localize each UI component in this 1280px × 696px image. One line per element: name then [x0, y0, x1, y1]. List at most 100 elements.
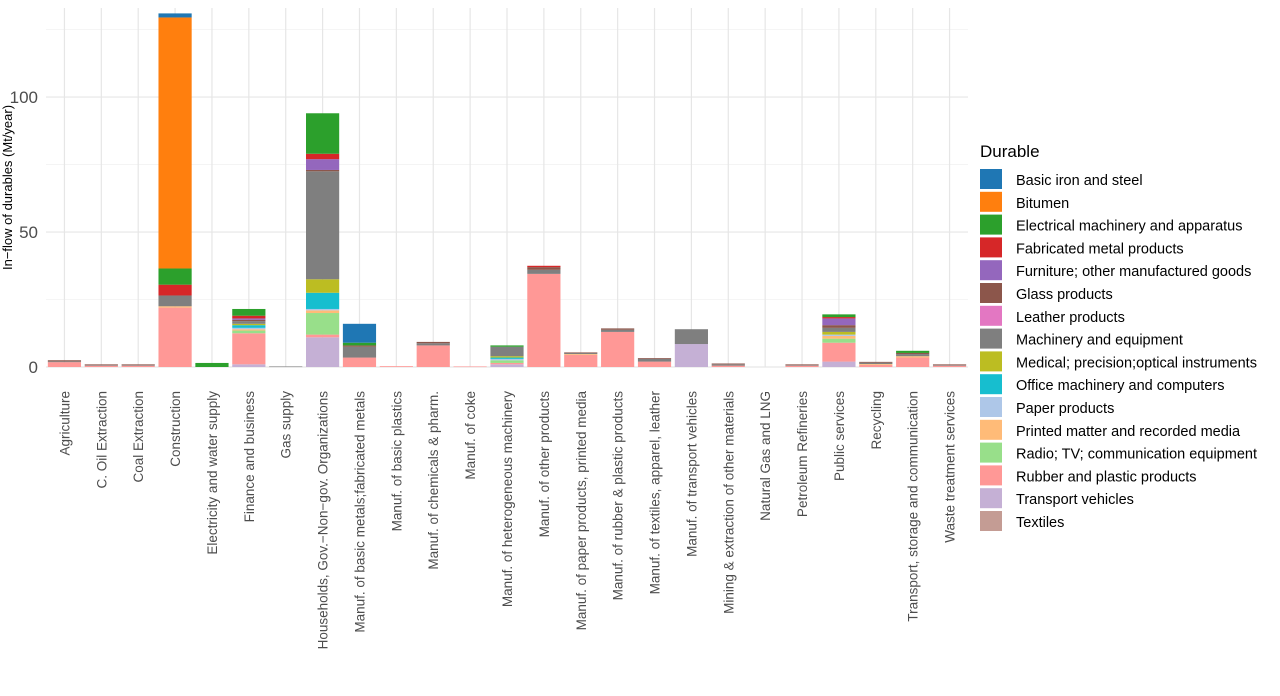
- legend-title: Durable: [980, 142, 1040, 161]
- legend-key: [980, 511, 1002, 531]
- bar-segment: [232, 319, 266, 322]
- bar-segment: [822, 327, 856, 332]
- y-tick-label: 0: [29, 358, 38, 377]
- bar-segment: [158, 295, 192, 307]
- bar-segment: [785, 364, 819, 365]
- legend-label: Medical; precision;optical instruments: [1016, 355, 1257, 371]
- legend-key: [980, 305, 1002, 326]
- legend-label: Radio; TV; communication equipment: [1016, 447, 1257, 463]
- bar-segment: [84, 364, 118, 366]
- legend-key: [980, 419, 1002, 440]
- bar-segment: [232, 333, 266, 365]
- x-tick-label: Manuf. of other products: [537, 391, 552, 538]
- bar-segment: [158, 17, 192, 269]
- bar-segment: [822, 335, 856, 339]
- legend-label: Textiles: [1016, 515, 1064, 531]
- bar-segment: [342, 342, 377, 346]
- x-axis-ticks: Agriculture C. Oil Extraction Coal Extract…: [57, 391, 957, 650]
- bar-segment: [232, 321, 266, 324]
- bar-segment: [490, 360, 524, 363]
- x-tick-label: Manuf. of heterogeneous machinery: [500, 391, 515, 607]
- x-tick-label: Finance and business: [242, 391, 257, 523]
- bar-segment: [306, 169, 340, 172]
- bar-segment: [232, 323, 266, 326]
- bar-segment: [822, 334, 856, 336]
- x-tick-label: Manuf. of rubber & plastic products: [611, 391, 626, 601]
- bar-segment: [859, 362, 893, 365]
- legend-label: Machinery and equipment: [1016, 333, 1183, 349]
- bar-segment: [564, 354, 598, 367]
- legend-key: [980, 214, 1002, 235]
- bar-segment: [342, 323, 377, 343]
- x-tick-label: Coal Extraction: [131, 391, 146, 483]
- bar-segment: [932, 364, 967, 366]
- legend-label: Printed matter and recorded media: [1016, 424, 1241, 440]
- bar-segment: [121, 364, 155, 366]
- x-tick-label: Manuf. of coke: [463, 391, 478, 480]
- bar-segment: [859, 364, 893, 367]
- x-tick-label: Mining & extraction of other materials: [721, 391, 736, 614]
- bar-segment: [822, 318, 856, 326]
- bar-segment: [896, 352, 930, 355]
- bar-segment: [490, 356, 524, 358]
- bar-segment: [158, 284, 192, 296]
- bar-segment: [342, 357, 377, 367]
- bar-segment: [47, 360, 82, 362]
- legend-key: [980, 488, 1002, 509]
- bar-segment: [637, 358, 672, 362]
- legend-label: Paper products: [1016, 401, 1114, 417]
- bar-segment: [306, 313, 340, 335]
- bar-segment: [232, 364, 266, 367]
- bar-segment: [527, 269, 561, 274]
- bar-segment: [859, 364, 893, 365]
- legend-key: [980, 191, 1002, 212]
- bar-segment: [47, 362, 82, 367]
- bar-segment: [232, 315, 266, 319]
- bar-segment: [416, 341, 450, 344]
- bar-segment: [121, 364, 155, 365]
- bar-segment: [527, 267, 561, 270]
- bar-segment: [158, 307, 192, 367]
- y-tick-label: 50: [19, 223, 38, 242]
- bar-segment: [232, 327, 266, 330]
- bar-segment: [822, 314, 856, 318]
- bar-segment: [306, 292, 340, 309]
- bar-segment: [195, 362, 229, 367]
- bar-segment: [527, 273, 561, 367]
- bars: [47, 13, 967, 368]
- bar-segment: [896, 357, 930, 367]
- legend-label: Leather products: [1016, 310, 1125, 326]
- bar-segment: [601, 331, 635, 367]
- x-tick-label: Manuf. of basic metals;fabricated metals: [352, 391, 367, 633]
- bar-segment: [674, 329, 708, 345]
- bar-segment: [637, 358, 672, 359]
- y-tick-label: 100: [10, 88, 38, 107]
- x-tick-label: Transport, storage and communication: [906, 391, 921, 622]
- x-tick-label: Manuf. of basic plastics: [389, 391, 404, 532]
- legend-key: [980, 328, 1002, 349]
- x-tick-label: Waste treatment services: [943, 391, 958, 543]
- bar-segment: [896, 354, 930, 357]
- bar-segment: [306, 310, 340, 314]
- legend-key: [980, 351, 1002, 372]
- bar-segment: [637, 361, 672, 367]
- bar-segment: [158, 13, 192, 18]
- x-tick-label: Electricity and water supply: [205, 391, 220, 555]
- x-tick-label: Gas supply: [279, 391, 294, 459]
- bar-segment: [601, 328, 635, 330]
- x-tick-label: Households, Gov.−Non−gov. Organizations: [316, 391, 331, 650]
- bar-segment: [342, 345, 377, 347]
- bar-segment: [822, 331, 856, 335]
- legend-key: [980, 169, 1002, 189]
- x-tick-label: Construction: [168, 391, 183, 467]
- bar-segment: [306, 159, 340, 170]
- legend-label: Rubber and plastic products: [1016, 469, 1197, 485]
- bar-segment: [490, 364, 524, 367]
- y-axis-title: In−flow of durables (Mt/year): [0, 105, 15, 270]
- bar-segment: [232, 308, 266, 316]
- x-tick-label: Public services: [832, 391, 847, 481]
- legend-label: Fabricated metal products: [1016, 241, 1184, 257]
- legend-key: [980, 397, 1002, 417]
- bar-segment: [490, 357, 524, 359]
